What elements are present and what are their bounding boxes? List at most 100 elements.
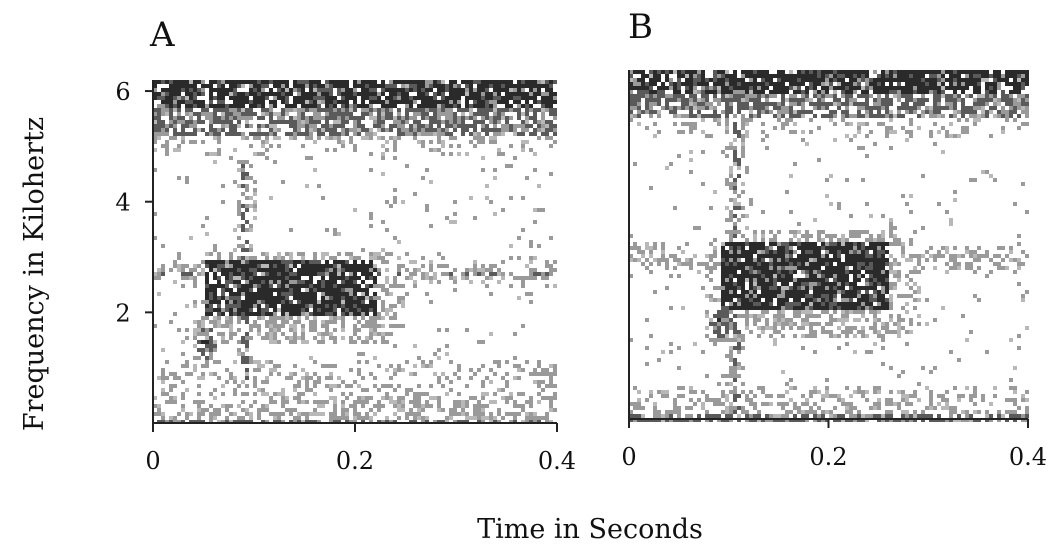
spectrogram-cell (169, 116, 173, 120)
spectrogram-cell (209, 252, 213, 256)
spectrogram-cell (477, 416, 481, 420)
spectrogram-cell (505, 384, 509, 388)
spectrogram-cell (221, 108, 225, 112)
spectrogram-cell (201, 400, 205, 404)
spectrogram-cell (525, 84, 529, 88)
spectrogram-cell (897, 262, 901, 266)
spectrogram-cell (869, 274, 873, 278)
spectrogram-cell (913, 106, 917, 110)
spectrogram-cell (241, 392, 245, 396)
spectrogram-cell (865, 238, 869, 242)
spectrogram-cell (201, 104, 205, 108)
spectrogram-cell (993, 98, 997, 102)
spectrogram-cell (437, 116, 441, 120)
spectrogram-cell (365, 296, 369, 300)
spectrogram-cell (357, 412, 361, 416)
spectrogram-cell (921, 114, 925, 118)
spectrogram-cell (701, 74, 705, 78)
spectrogram-cell (257, 84, 261, 88)
spectrogram-cell (317, 88, 321, 92)
spectrogram-cell (977, 246, 981, 250)
spectrogram-cell (421, 176, 425, 180)
spectrogram-cell (217, 320, 221, 324)
spectrogram-cell (753, 70, 757, 74)
spectrogram-cell (553, 116, 557, 120)
spectrogram-cell (377, 124, 381, 128)
spectrogram-cell (745, 118, 749, 122)
spectrogram-cell (353, 104, 357, 108)
spectrogram-cell (465, 88, 469, 92)
spectrogram-cell (253, 296, 257, 300)
spectrogram-cell (649, 94, 653, 98)
spectrogram-cell (341, 280, 345, 284)
spectrogram-cell (913, 74, 917, 78)
spectrogram-cell (489, 120, 493, 124)
spectrogram-cell (737, 134, 741, 138)
spectrogram-cell (413, 100, 417, 104)
spectrogram-cell (909, 278, 913, 282)
spectrogram-cell (545, 416, 549, 420)
spectrogram-cell (945, 250, 949, 254)
spectrogram-cell (489, 272, 493, 276)
spectrogram-cell (397, 136, 401, 140)
spectrogram-cell (785, 98, 789, 102)
spectrogram-cell (417, 120, 421, 124)
spectrogram-cell (305, 92, 309, 96)
spectrogram-cell (313, 100, 317, 104)
spectrogram-cell (721, 266, 725, 270)
spectrogram-cell (397, 300, 401, 304)
spectrogram-cell (449, 116, 453, 120)
spectrogram-cell (525, 104, 529, 108)
spectrogram-cell (153, 96, 157, 100)
spectrogram-cell (269, 108, 273, 112)
spectrogram-cell (649, 98, 653, 102)
spectrogram-cell (253, 204, 257, 208)
spectrogram-cell (805, 98, 809, 102)
spectrogram-cell (973, 78, 977, 82)
spectrogram-cell (293, 96, 297, 100)
spectrogram-cell (273, 304, 277, 308)
spectrogram-cell (817, 246, 821, 250)
spectrogram-cell (225, 284, 229, 288)
spectrogram-cell (317, 128, 321, 132)
spectrogram-cell (297, 416, 301, 420)
spectrogram-cell (173, 88, 177, 92)
spectrogram-cell (789, 98, 793, 102)
spectrogram-cell (445, 124, 449, 128)
spectrogram-cell (997, 102, 1001, 106)
spectrogram-cell (473, 372, 477, 376)
spectrogram-cell (805, 282, 809, 286)
spectrogram-cell (473, 120, 477, 124)
spectrogram-cell (857, 82, 861, 86)
spectrogram-cell (173, 376, 177, 380)
spectrogram-cell (473, 260, 477, 264)
spectrogram-cell (785, 78, 789, 82)
spectrogram-cell (337, 384, 341, 388)
spectrogram-cell (489, 412, 493, 416)
spectrogram-cell (309, 356, 313, 360)
spectrogram-cell (545, 276, 549, 280)
spectrogram-cell (893, 258, 897, 262)
spectrogram-cell (385, 140, 389, 144)
spectrogram-cell (761, 82, 765, 86)
spectrogram-cell (197, 404, 201, 408)
spectrogram-cell (185, 88, 189, 92)
spectrogram-cell (873, 238, 877, 242)
spectrogram-cell (433, 112, 437, 116)
spectrogram-cell (341, 92, 345, 96)
spectrogram-cell (533, 168, 537, 172)
spectrogram-cell (413, 120, 417, 124)
spectrogram-cell (913, 78, 917, 82)
spectrogram-cell (845, 102, 849, 106)
spectrogram-cell (649, 82, 653, 86)
spectrogram-cell (801, 266, 805, 270)
spectrogram-cell (213, 160, 217, 164)
spectrogram-cell (449, 408, 453, 412)
spectrogram-cell (285, 120, 289, 124)
spectrogram-cell (273, 300, 277, 304)
spectrogram-cell (213, 128, 217, 132)
spectrogram-cell (301, 300, 305, 304)
spectrogram-cell (745, 70, 749, 74)
spectrogram-cell (993, 106, 997, 110)
spectrogram-cell (529, 96, 533, 100)
